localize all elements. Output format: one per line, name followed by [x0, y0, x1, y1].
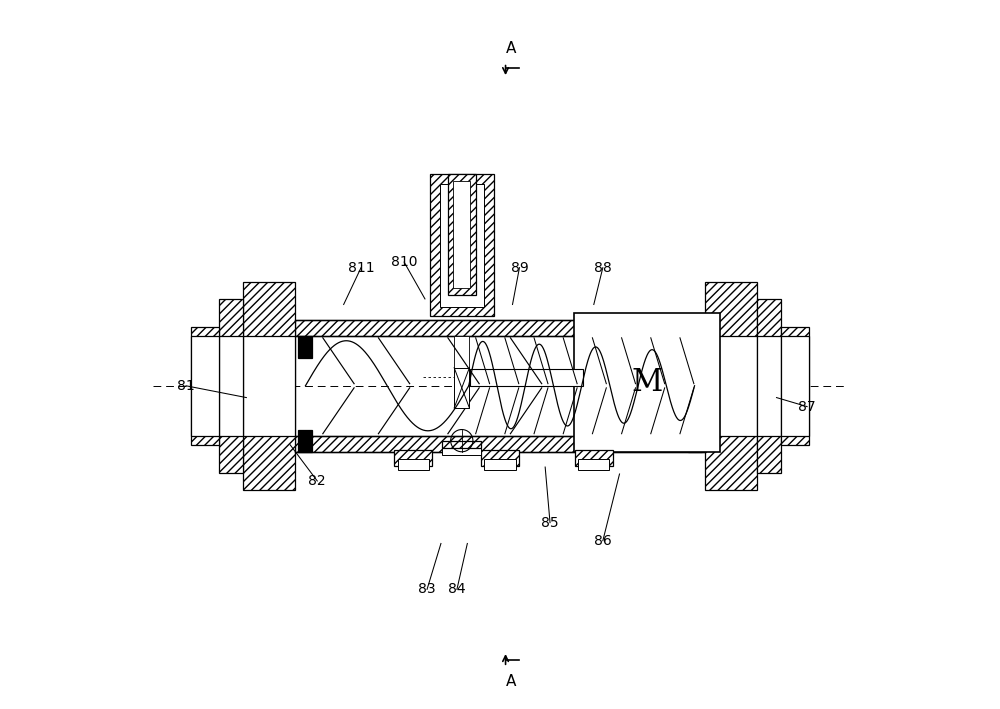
- Bar: [295, 320, 705, 336]
- Text: A: A: [506, 674, 516, 688]
- Text: 89: 89: [511, 261, 528, 274]
- Text: 84: 84: [448, 582, 466, 596]
- Text: A: A: [506, 41, 516, 56]
- Bar: [430, 174, 494, 316]
- Bar: [394, 450, 432, 466]
- Text: 83: 83: [418, 582, 436, 596]
- Bar: [781, 327, 809, 445]
- Bar: [448, 174, 476, 296]
- Bar: [705, 281, 757, 490]
- Bar: [298, 430, 312, 452]
- Bar: [781, 336, 809, 436]
- Bar: [578, 459, 609, 470]
- Text: 82: 82: [308, 474, 326, 488]
- Bar: [484, 459, 516, 470]
- Bar: [442, 441, 481, 448]
- Bar: [398, 459, 429, 470]
- Text: 811: 811: [348, 261, 374, 274]
- Bar: [219, 299, 243, 473]
- Bar: [219, 336, 243, 436]
- Bar: [454, 368, 469, 408]
- Bar: [574, 313, 720, 452]
- Bar: [757, 336, 781, 436]
- Bar: [440, 184, 484, 306]
- Text: 88: 88: [594, 261, 612, 274]
- Bar: [295, 436, 705, 452]
- Text: 85: 85: [541, 515, 559, 530]
- Bar: [705, 336, 757, 436]
- Bar: [688, 336, 702, 358]
- Text: M: M: [632, 367, 663, 398]
- Bar: [453, 181, 470, 289]
- Text: 87: 87: [798, 400, 816, 413]
- Bar: [470, 369, 583, 386]
- Text: 86: 86: [594, 534, 612, 548]
- Bar: [243, 336, 295, 436]
- Bar: [243, 281, 295, 490]
- Bar: [454, 336, 469, 372]
- Bar: [191, 327, 219, 445]
- Text: 810: 810: [391, 255, 417, 269]
- Text: 81: 81: [177, 379, 195, 393]
- Bar: [442, 447, 481, 455]
- Bar: [298, 336, 312, 358]
- Bar: [481, 450, 519, 466]
- Bar: [688, 430, 702, 452]
- Bar: [757, 299, 781, 473]
- Bar: [191, 336, 219, 436]
- Bar: [575, 450, 613, 466]
